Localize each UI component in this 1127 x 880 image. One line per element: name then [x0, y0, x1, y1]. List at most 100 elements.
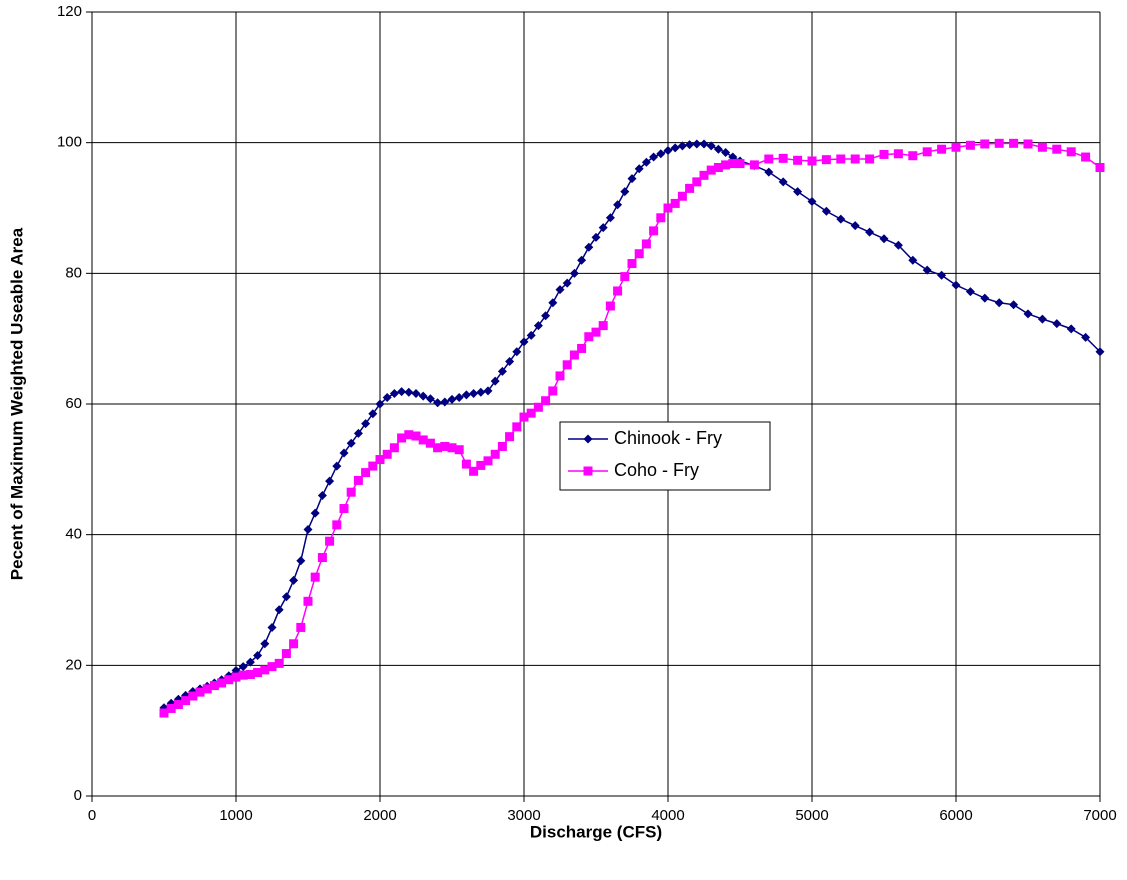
- point: [325, 476, 335, 486]
- point: [583, 434, 593, 444]
- point: [656, 149, 666, 159]
- point: [267, 622, 277, 632]
- point: [728, 159, 738, 169]
- point: [245, 669, 255, 679]
- x-tick-label: 4000: [651, 807, 684, 824]
- point: [238, 662, 248, 672]
- point: [706, 165, 716, 175]
- point: [965, 287, 975, 297]
- point: [289, 639, 299, 649]
- point: [173, 700, 183, 710]
- point: [440, 441, 450, 451]
- x-tick-label: 6000: [939, 807, 972, 824]
- point: [994, 138, 1004, 148]
- point: [735, 159, 745, 169]
- point: [807, 196, 817, 206]
- point: [1081, 152, 1091, 162]
- point: [389, 443, 399, 453]
- point: [793, 187, 803, 197]
- point: [1009, 138, 1019, 148]
- x-tick-label: 1000: [219, 807, 252, 824]
- point: [980, 293, 990, 303]
- point: [224, 675, 234, 685]
- point: [692, 139, 702, 149]
- point: [526, 330, 536, 340]
- point: [692, 177, 702, 187]
- point: [555, 285, 565, 295]
- point: [951, 280, 961, 290]
- point: [447, 394, 457, 404]
- point: [541, 396, 551, 406]
- point: [598, 223, 608, 233]
- point: [583, 466, 593, 476]
- point: [418, 435, 428, 445]
- point: [778, 177, 788, 187]
- x-axis-title: Discharge (CFS): [530, 822, 662, 841]
- point: [346, 487, 356, 497]
- point: [454, 445, 464, 455]
- point: [404, 387, 414, 397]
- point: [641, 157, 651, 167]
- point: [253, 668, 263, 678]
- point: [512, 347, 522, 357]
- point: [274, 658, 284, 668]
- point: [821, 206, 831, 216]
- point: [706, 141, 716, 151]
- point: [598, 321, 608, 331]
- y-tick-label: 100: [57, 134, 82, 151]
- point: [260, 665, 270, 675]
- x-tick-label: 0: [88, 807, 96, 824]
- point: [389, 389, 399, 399]
- point: [310, 508, 320, 518]
- point: [879, 234, 889, 244]
- point: [238, 670, 248, 680]
- point: [577, 255, 587, 265]
- point: [202, 684, 212, 694]
- point: [404, 430, 414, 440]
- point: [749, 160, 759, 170]
- point: [951, 142, 961, 152]
- point: [649, 226, 659, 236]
- point: [519, 412, 529, 422]
- point: [433, 398, 443, 408]
- point: [425, 438, 435, 448]
- point: [627, 259, 637, 269]
- x-tick-label: 7000: [1083, 807, 1116, 824]
- point: [649, 152, 659, 162]
- point: [397, 433, 407, 443]
- point: [1052, 144, 1062, 154]
- point: [512, 422, 522, 432]
- point: [778, 153, 788, 163]
- point: [397, 387, 407, 397]
- point: [425, 394, 435, 404]
- legend: Chinook - Fry Coho - Fry: [559, 421, 771, 491]
- point: [850, 221, 860, 231]
- point: [994, 298, 1004, 308]
- point: [1009, 300, 1019, 310]
- point: [375, 455, 385, 465]
- point: [505, 357, 515, 367]
- point: [296, 556, 306, 566]
- point: [217, 678, 227, 688]
- point: [245, 657, 255, 667]
- point: [303, 596, 313, 606]
- legend-label: Coho - Fry: [614, 460, 699, 480]
- point: [476, 387, 486, 397]
- x-tick-label: 3000: [507, 807, 540, 824]
- point: [1023, 309, 1033, 319]
- point: [188, 691, 198, 701]
- point: [1095, 162, 1105, 172]
- point: [339, 504, 349, 514]
- legend-label: Chinook - Fry: [614, 428, 722, 448]
- point: [411, 389, 421, 399]
- point: [195, 687, 205, 697]
- point: [166, 703, 176, 713]
- y-tick-label: 0: [74, 787, 82, 804]
- point: [721, 147, 731, 157]
- point: [469, 389, 479, 399]
- point: [490, 376, 500, 386]
- point: [519, 337, 529, 347]
- point: [483, 456, 493, 466]
- point: [159, 708, 169, 718]
